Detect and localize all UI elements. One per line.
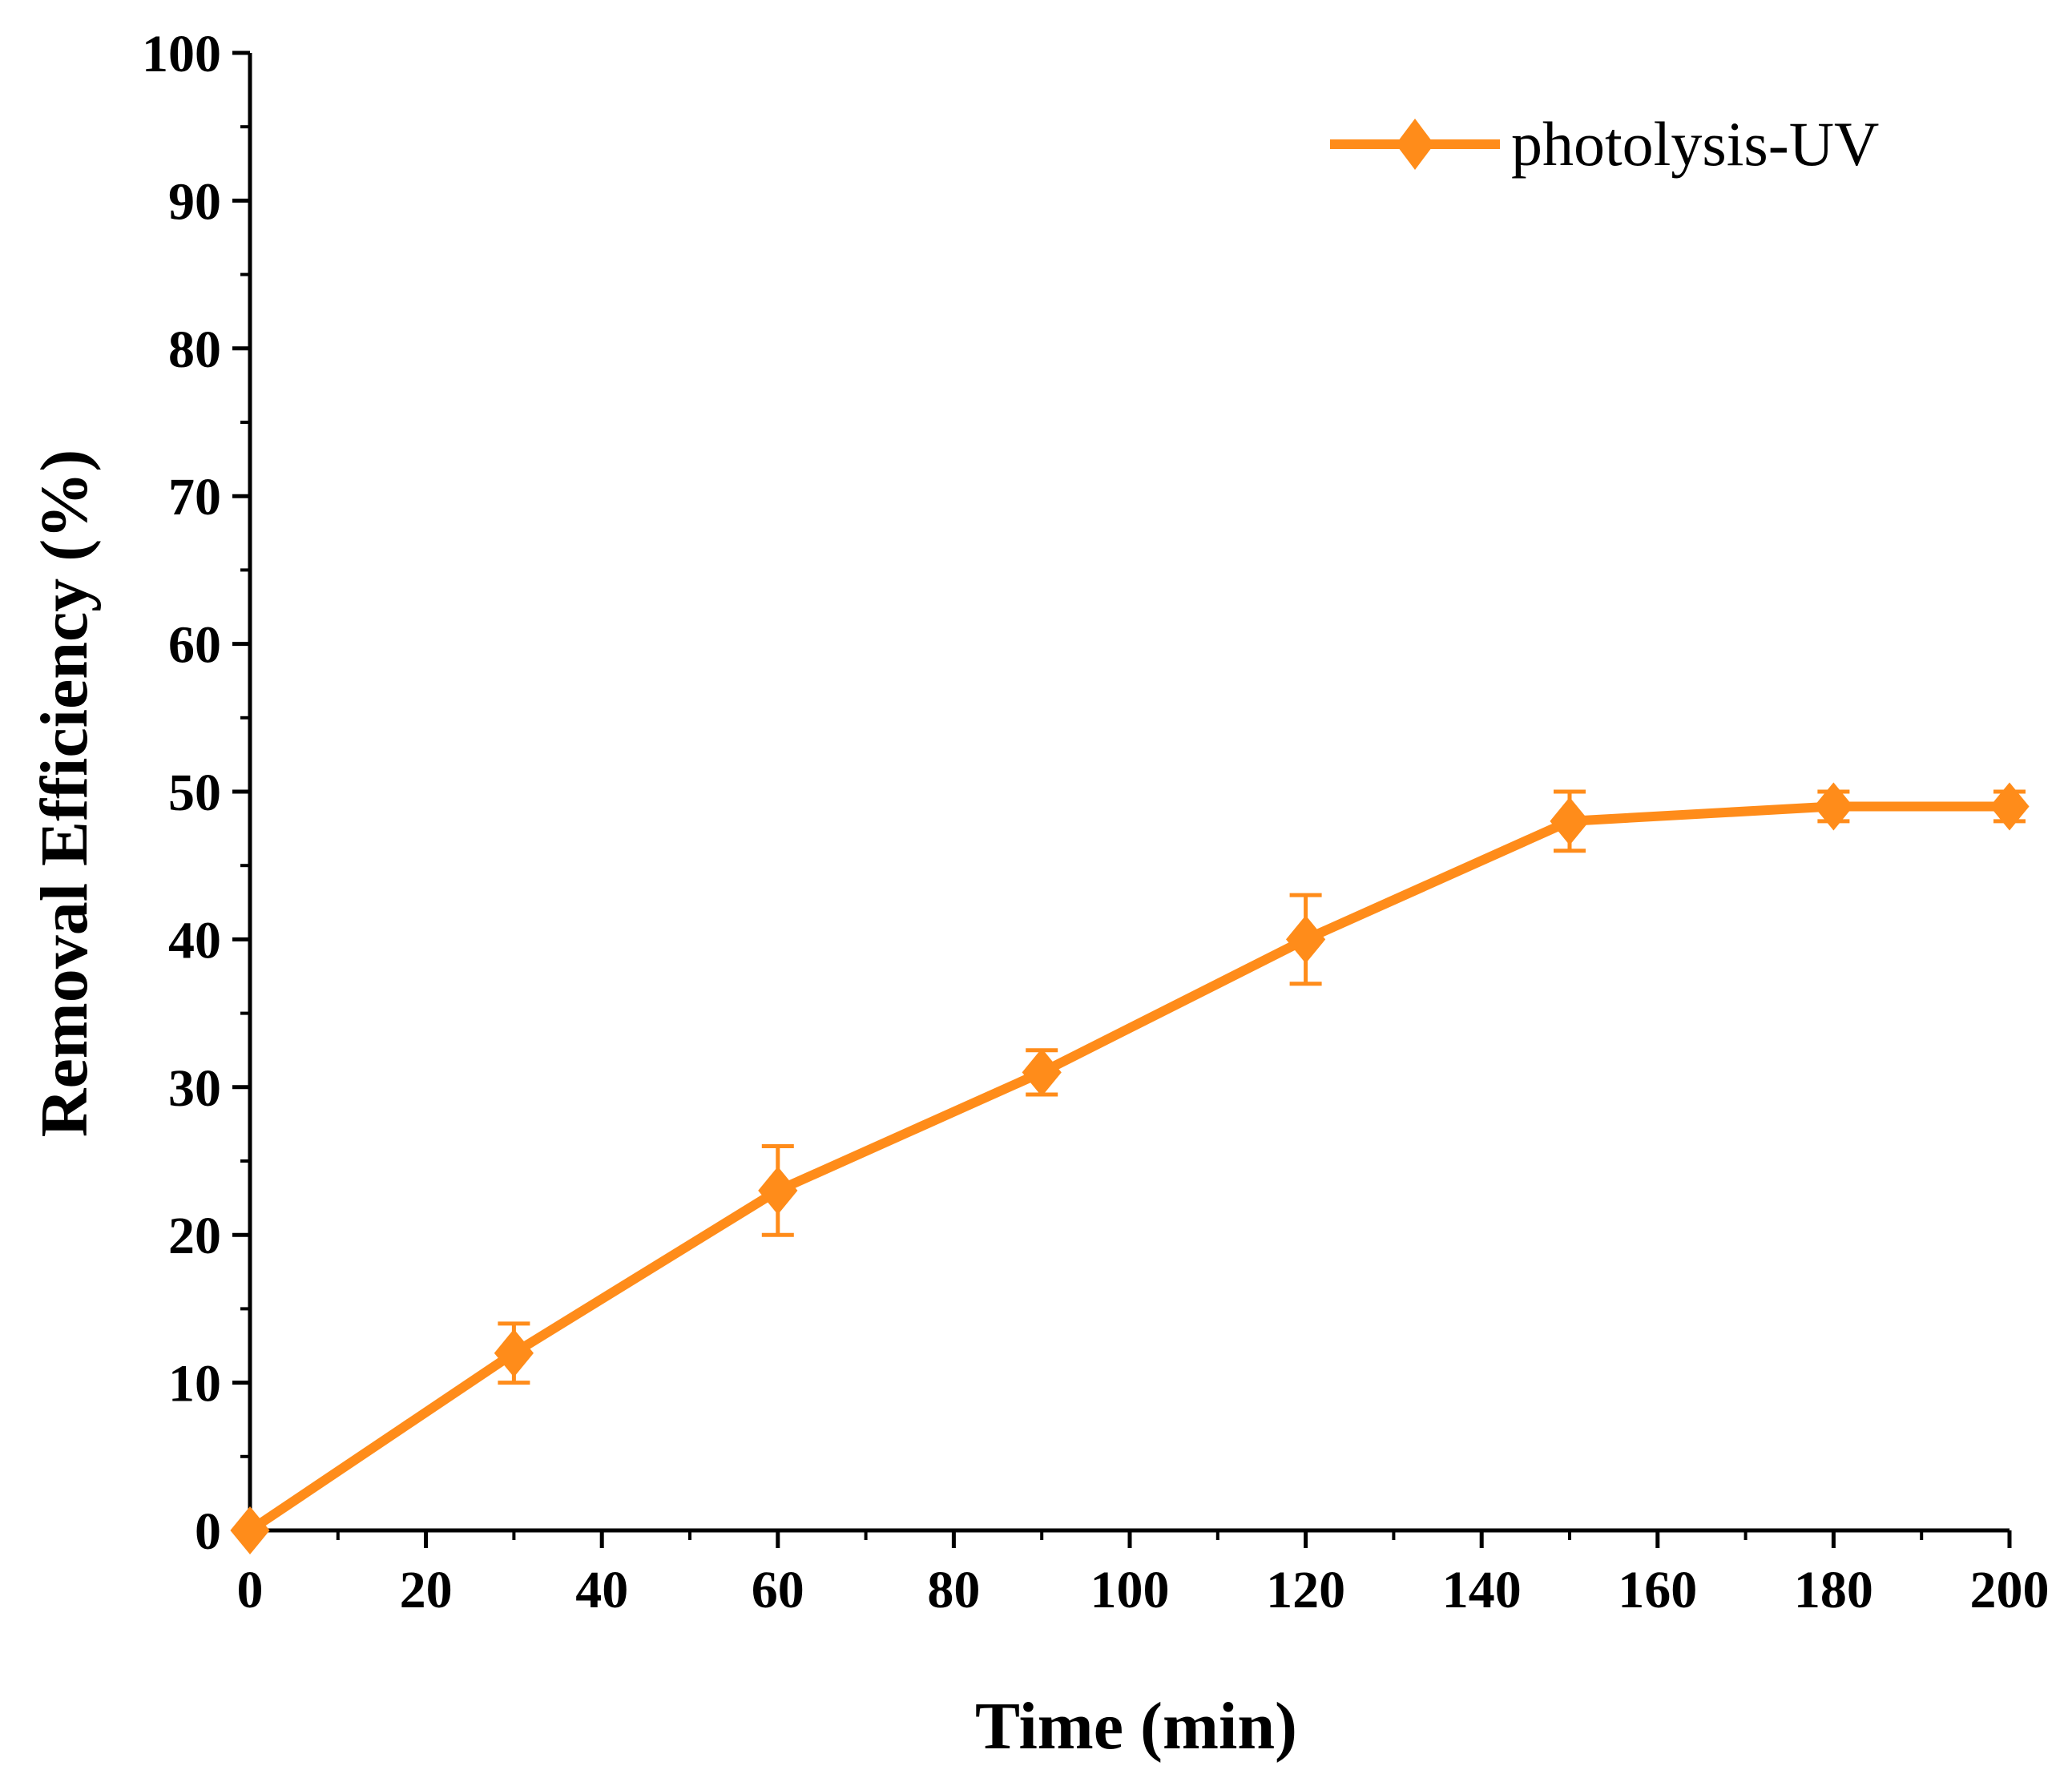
series-layer	[230, 782, 2030, 1554]
y-axis-ticks: 0 10 20 30 40 50 60 70 80 90 100	[142, 25, 250, 1561]
x-tick-label: 180	[1794, 1561, 1873, 1619]
data-point-marker	[1550, 796, 1590, 845]
data-point-marker	[1022, 1048, 1062, 1097]
axes	[248, 53, 2010, 1533]
data-point-marker	[758, 1166, 798, 1215]
x-tick-label: 0	[237, 1561, 264, 1619]
y-tick-label: 0	[195, 1502, 221, 1561]
x-tick-label: 60	[752, 1561, 804, 1619]
y-tick-label: 30	[168, 1059, 221, 1118]
data-point-marker	[1989, 782, 2030, 831]
y-tick-label: 20	[168, 1207, 221, 1265]
x-axis-title: Time (min)	[975, 1689, 1297, 1764]
x-tick-label: 120	[1266, 1561, 1345, 1619]
data-point-marker	[494, 1328, 534, 1377]
y-tick-label: 90	[168, 172, 221, 231]
legend-marker-diamond	[1396, 119, 1434, 170]
y-tick-label: 100	[142, 25, 221, 83]
y-tick-label: 10	[168, 1355, 221, 1413]
data-point-marker	[230, 1506, 270, 1554]
series-line	[247, 801, 2010, 1534]
x-tick-label: 100	[1090, 1561, 1170, 1619]
x-tick-label: 40	[575, 1561, 628, 1619]
x-tick-label: 20	[400, 1561, 453, 1619]
y-tick-label: 40	[168, 911, 221, 970]
minor-ticks	[240, 125, 1924, 1540]
y-axis-title: Removal Efficiency (%)	[27, 450, 102, 1137]
y-tick-label: 80	[168, 321, 221, 379]
y-tick-label: 70	[168, 468, 221, 526]
x-tick-label: 140	[1442, 1561, 1522, 1619]
legend: photolysis-UV	[1330, 109, 1879, 179]
legend-label-photolysis-uv: photolysis-UV	[1511, 109, 1879, 179]
y-tick-label: 50	[168, 764, 221, 822]
series-photolysis-uv	[230, 782, 2030, 1554]
x-tick-label: 160	[1618, 1561, 1697, 1619]
data-point-marker	[1813, 782, 1853, 831]
data-point-marker	[1286, 915, 1326, 964]
x-tick-label: 80	[927, 1561, 980, 1619]
x-axis-ticks: 0 20 40 60 80 100 120 140 160 180 200	[237, 1530, 2050, 1619]
x-tick-label: 200	[1970, 1561, 2050, 1619]
y-tick-label: 60	[168, 616, 221, 675]
